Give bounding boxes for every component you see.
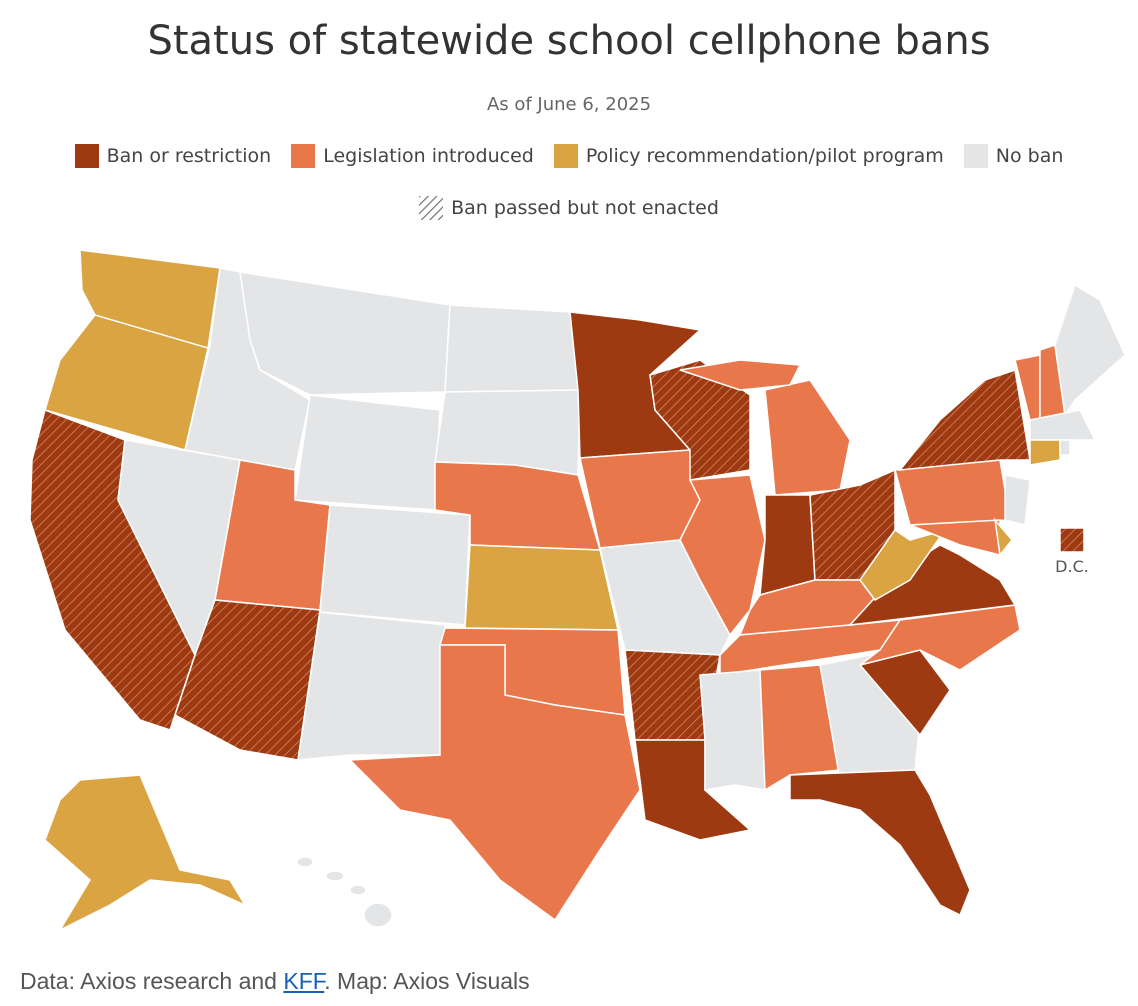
state bbox=[464, 544, 619, 631]
state bbox=[759, 494, 816, 597]
legend-swatch bbox=[553, 144, 578, 168]
legend-hatch: Ban passed but not enacted bbox=[0, 196, 1138, 220]
state bbox=[699, 669, 766, 791]
source-link[interactable]: KFF bbox=[283, 968, 325, 994]
state bbox=[297, 611, 446, 761]
state bbox=[789, 769, 971, 917]
legend-item: Ban or restriction bbox=[74, 144, 272, 168]
legend-label: Legislation introduced bbox=[323, 145, 534, 167]
state bbox=[444, 304, 581, 393]
legend-swatch bbox=[74, 144, 99, 168]
state bbox=[894, 459, 1011, 526]
legend-item: Legislation introduced bbox=[291, 144, 534, 168]
state bbox=[348, 644, 641, 922]
map: D.C. bbox=[29, 249, 1126, 932]
state bbox=[859, 604, 1021, 671]
legend-label: Policy recommendation/pilot program bbox=[585, 145, 944, 167]
legend-swatch bbox=[291, 144, 316, 168]
state bbox=[319, 504, 471, 626]
footer: Data: Axios research and KFF. Map: Axios… bbox=[20, 968, 530, 995]
state bbox=[349, 884, 367, 896]
subtitle: As of June 6, 2025 bbox=[486, 94, 652, 115]
state bbox=[325, 870, 345, 882]
state bbox=[679, 359, 802, 391]
state bbox=[1054, 283, 1126, 418]
state bbox=[1059, 439, 1071, 456]
footer-text: . Map: Axios Visuals bbox=[324, 968, 530, 994]
state bbox=[1029, 439, 1061, 466]
state bbox=[764, 379, 851, 496]
state bbox=[1059, 527, 1085, 553]
state bbox=[679, 474, 766, 637]
state bbox=[294, 394, 441, 511]
state bbox=[363, 902, 393, 928]
legend-item: Ban passed but not enacted bbox=[419, 196, 719, 220]
legend-swatch bbox=[963, 144, 988, 168]
hatch-swatch bbox=[419, 196, 444, 220]
state bbox=[579, 449, 701, 549]
state bbox=[44, 774, 247, 932]
legend-label: Ban or restriction bbox=[106, 145, 272, 167]
legend-item: Policy recommendation/pilot program bbox=[553, 144, 944, 168]
state bbox=[898, 369, 1031, 471]
legend: Ban or restriction Legislation introduced… bbox=[0, 144, 1138, 168]
state bbox=[44, 314, 209, 451]
state bbox=[1004, 474, 1031, 526]
state bbox=[1029, 409, 1097, 441]
legend-item: No ban bbox=[963, 144, 1064, 168]
dc-label: D.C. bbox=[1055, 557, 1089, 576]
state bbox=[759, 664, 841, 792]
title: Status of statewide school cellphone ban… bbox=[147, 18, 991, 64]
state bbox=[993, 517, 1013, 557]
state bbox=[296, 856, 314, 868]
state bbox=[239, 271, 451, 396]
legend-label: No ban bbox=[995, 145, 1064, 167]
state bbox=[819, 654, 921, 781]
footer-text: Data: Axios research and bbox=[20, 968, 284, 994]
legend-label: Ban passed but not enacted bbox=[451, 197, 719, 219]
